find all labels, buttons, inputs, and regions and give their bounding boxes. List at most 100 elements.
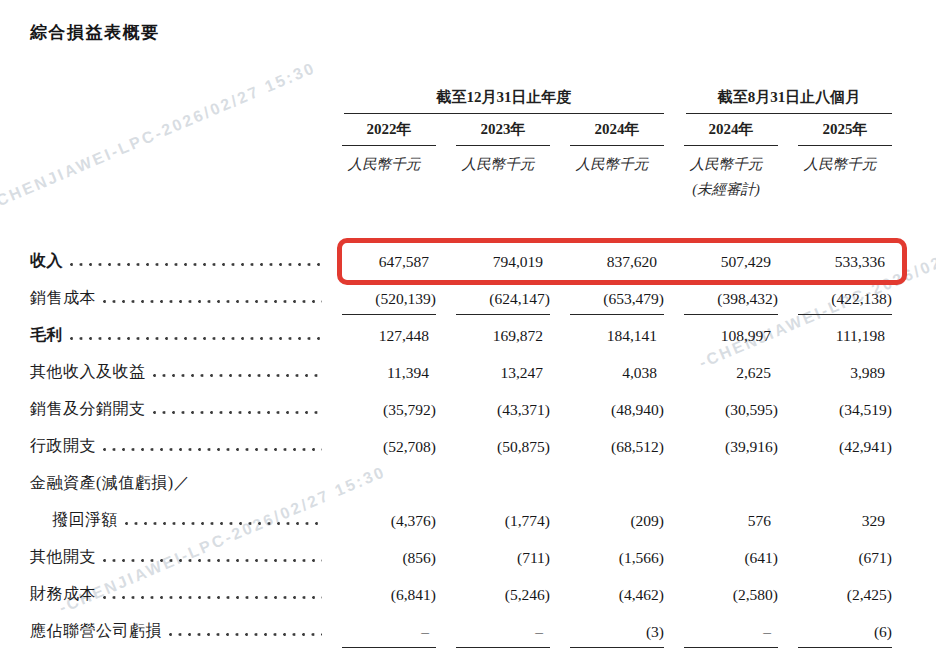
- row-label: 撥回淨額: [30, 510, 322, 531]
- cell-value: (856): [322, 539, 436, 576]
- cell-underline: [456, 314, 550, 315]
- cell-underline: [684, 314, 778, 315]
- cell-value: (653,479): [550, 280, 664, 317]
- document-page: 綜合損益表概要 截至12月31日止年度 截至8月31日止八個月 2022年 20…: [0, 0, 936, 650]
- cell-value: 3,989: [778, 354, 892, 391]
- cell-value: –: [664, 613, 778, 650]
- cell-value: 4,038: [550, 354, 664, 391]
- row-label: 銷售成本: [30, 288, 322, 309]
- cell-value: (641): [664, 539, 778, 576]
- cell-value: 2,625: [664, 354, 778, 391]
- table-header: 截至12月31日止年度 截至8月31日止八個月 2022年 2023年 2024…: [322, 88, 936, 199]
- table-row: 其他收入及收益 11,394 13,247 4,038 2,625 3,989: [30, 354, 936, 391]
- row-label: 其他開支: [30, 547, 322, 568]
- cell-value: (398,432): [664, 280, 778, 317]
- row-label: 其他收入及收益: [30, 362, 322, 383]
- table-row: 毛利 127,448 169,872 184,141 108,997 111,1…: [30, 317, 936, 354]
- table-row: 撥回淨額 (4,376) (1,774) (209) 576 329: [30, 502, 936, 539]
- cell-value: (68,512): [550, 428, 664, 465]
- table-body: 收入 647,587 794,019 837,620 507,429 533,3…: [30, 243, 936, 650]
- cell-value: 108,997: [664, 317, 778, 354]
- column-group-eight-months: 截至8月31日止八個月: [664, 88, 892, 114]
- cell-value: 13,247: [436, 354, 550, 391]
- cell-value: (50,875): [436, 428, 550, 465]
- column-group-row: 截至12月31日止年度 截至8月31日止八個月: [322, 88, 936, 114]
- year-header-2024-interim: 2024年: [664, 114, 778, 146]
- dotted-leader: [103, 596, 322, 599]
- cell-value: (4,376): [322, 502, 436, 539]
- cell-underline: [342, 647, 436, 648]
- cell-value: (5,246): [436, 576, 550, 613]
- table-row: 財務成本 (6,841) (5,246) (4,462) (2,580) (2,…: [30, 576, 936, 613]
- note-cell: [436, 174, 550, 199]
- cell-value: 11,394: [322, 354, 436, 391]
- unit-cell: 人民幣千元: [322, 146, 436, 174]
- unit-cell: 人民幣千元: [664, 146, 778, 174]
- cell-value: (39,916): [664, 428, 778, 465]
- cell-underline: [798, 647, 892, 648]
- cell-value: (209): [550, 502, 664, 539]
- cell-value: (422,138): [778, 280, 892, 317]
- note-cell: [550, 174, 664, 199]
- unit-cell: 人民幣千元: [436, 146, 550, 174]
- row-label: 收入: [30, 251, 322, 272]
- cell-value: 507,429: [664, 243, 778, 280]
- cell-underline: [570, 314, 664, 315]
- cell-value: (52,708): [322, 428, 436, 465]
- table-row: 應佔聯營公司虧損 – – (3) – (6): [30, 613, 936, 650]
- note-cell-unaudited: (未經審計): [664, 174, 778, 199]
- column-group-label: 截至12月31日止年度: [344, 88, 664, 114]
- row-label: 金融資產(減值虧損)／: [30, 473, 322, 494]
- cell-value: (48,940): [550, 391, 664, 428]
- dotted-leader: [103, 559, 322, 562]
- cell-value: (2,580): [664, 576, 778, 613]
- note-cell: [322, 174, 436, 199]
- table-row: 行政開支 (52,708) (50,875) (68,512) (39,916)…: [30, 428, 936, 465]
- row-label: 毛利: [30, 325, 322, 346]
- table-row: 金融資產(減值虧損)／: [30, 465, 936, 502]
- unit-cell: 人民幣千元: [778, 146, 892, 174]
- dotted-leader: [70, 337, 322, 340]
- dotted-leader: [103, 448, 322, 451]
- cell-value: (520,139): [322, 280, 436, 317]
- cell-value: –: [436, 613, 550, 650]
- cell-value: 111,198: [778, 317, 892, 354]
- note-row: (未經審計): [322, 174, 936, 199]
- year-header-2024: 2024年: [550, 114, 664, 146]
- cell-value: (3): [550, 613, 664, 650]
- cell-value: 184,141: [550, 317, 664, 354]
- cell-value: (1,566): [550, 539, 664, 576]
- unit-cell: 人民幣千元: [550, 146, 664, 174]
- year-header-2023: 2023年: [436, 114, 550, 146]
- cell-value: (4,462): [550, 576, 664, 613]
- note-cell: [778, 174, 892, 199]
- cell-value: (1,774): [436, 502, 550, 539]
- year-header-2022: 2022年: [322, 114, 436, 146]
- cell-underline: [456, 647, 550, 648]
- cell-value: 647,587: [322, 243, 436, 280]
- cell-value: (6): [778, 613, 892, 650]
- dotted-leader: [70, 263, 322, 266]
- cell-value: 329: [778, 502, 892, 539]
- cell-value: (2,425): [778, 576, 892, 613]
- row-label: 財務成本: [30, 584, 322, 605]
- cell-value: (671): [778, 539, 892, 576]
- cell-value: (42,941): [778, 428, 892, 465]
- cell-value: 127,448: [322, 317, 436, 354]
- cell-value: (43,371): [436, 391, 550, 428]
- row-label: 應佔聯營公司虧損: [30, 621, 322, 642]
- dotted-leader: [153, 374, 323, 377]
- column-group-annual: 截至12月31日止年度: [322, 88, 664, 114]
- cell-value: (711): [436, 539, 550, 576]
- cell-underline: [570, 647, 664, 648]
- cell-value: (624,147): [436, 280, 550, 317]
- table-row: 收入 647,587 794,019 837,620 507,429 533,3…: [30, 243, 936, 280]
- cell-value: 794,019: [436, 243, 550, 280]
- cell-value: (34,519): [778, 391, 892, 428]
- cell-value: 533,336: [778, 243, 892, 280]
- table-row: 銷售及分銷開支 (35,792) (43,371) (48,940) (30,5…: [30, 391, 936, 428]
- year-header-row: 2022年 2023年 2024年 2024年 2025年: [322, 114, 936, 146]
- cell-underline: [684, 647, 778, 648]
- cell-value: (30,595): [664, 391, 778, 428]
- page-title: 綜合損益表概要: [30, 20, 936, 46]
